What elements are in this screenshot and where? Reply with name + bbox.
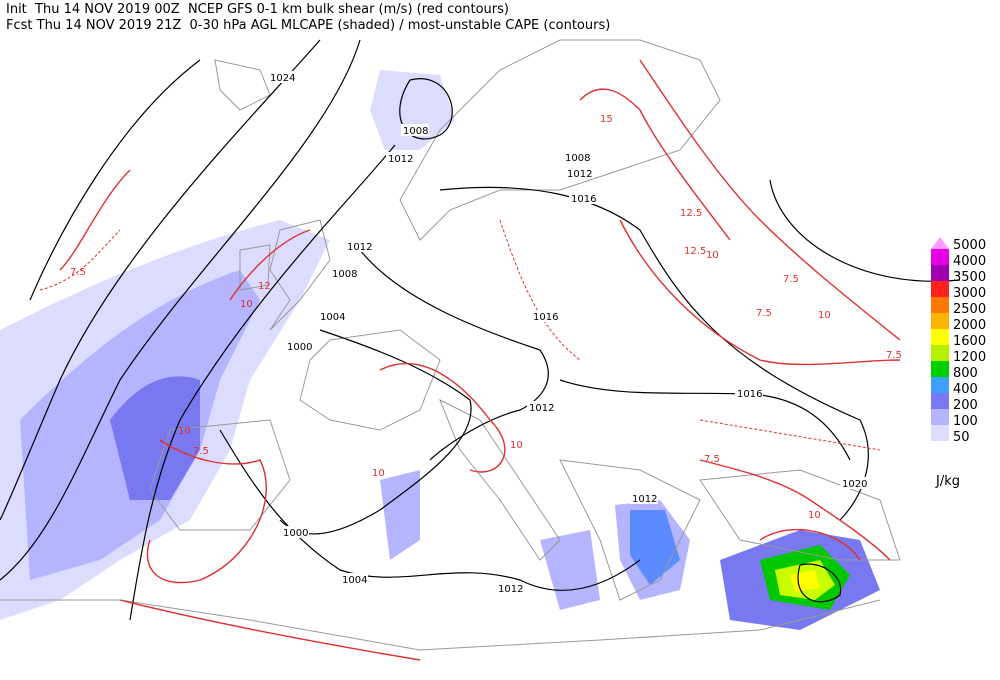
isobars bbox=[0, 39, 961, 621]
pressure-label: 1012 bbox=[632, 494, 657, 505]
label-bg bbox=[340, 573, 368, 585]
label-bg bbox=[563, 151, 591, 163]
pressure-label: 1020 bbox=[842, 479, 867, 490]
legend-unit: J/kg bbox=[935, 474, 960, 489]
shear-label: 10 bbox=[808, 510, 821, 521]
label-bg bbox=[285, 340, 313, 352]
legend-label: 4000 bbox=[953, 254, 986, 269]
legend-swatch bbox=[931, 377, 949, 393]
shear-label: 7.5 bbox=[886, 350, 902, 361]
legend-swatch bbox=[931, 425, 949, 441]
pressure-label: 1008 bbox=[403, 126, 428, 137]
shear-label: 15 bbox=[600, 114, 613, 125]
shear-label: 12.5 bbox=[684, 246, 706, 257]
shear-label: 10 bbox=[706, 250, 719, 261]
label-bg bbox=[565, 167, 593, 179]
legend-swatch bbox=[931, 265, 949, 281]
label-bg bbox=[345, 240, 373, 252]
legend-label: 3000 bbox=[953, 286, 986, 301]
shear-label: 12.5 bbox=[680, 208, 702, 219]
legend-arrow bbox=[931, 237, 949, 249]
pressure-label: 1012 bbox=[567, 169, 592, 180]
shear-label: 7.5 bbox=[756, 308, 772, 319]
pressure-label: 1016 bbox=[571, 194, 596, 205]
header-line-1: Init Thu 14 NOV 2019 00Z NCEP GFS 0-1 km… bbox=[6, 2, 509, 17]
shear-label: 10 bbox=[818, 310, 831, 321]
legend-swatch bbox=[931, 329, 949, 345]
legend-swatch bbox=[931, 313, 949, 329]
pressure-label: 1012 bbox=[498, 584, 523, 595]
legend: 5000400035003000250020001600120080040020… bbox=[931, 237, 986, 445]
legend-swatch bbox=[931, 345, 949, 361]
label-bg bbox=[630, 492, 658, 504]
legend-swatch bbox=[931, 393, 949, 409]
label-bg bbox=[840, 477, 868, 489]
shear-label: 10 bbox=[510, 440, 523, 451]
legend-swatch bbox=[931, 249, 949, 265]
pressure-label: 1004 bbox=[342, 575, 367, 586]
legend-label: 1200 bbox=[953, 350, 986, 365]
pressure-label: 1016 bbox=[737, 389, 762, 400]
shear-label: 7.5 bbox=[783, 274, 799, 285]
label-bg bbox=[330, 267, 358, 279]
label-bg bbox=[281, 526, 309, 538]
shear-contours bbox=[59, 59, 901, 661]
legend-label: 5000 bbox=[953, 238, 986, 253]
legend-swatch bbox=[931, 409, 949, 425]
label-bg bbox=[268, 71, 296, 83]
label-bg bbox=[735, 387, 763, 399]
header-line-2: Fcst Thu 14 NOV 2019 21Z 0-30 hPa AGL ML… bbox=[6, 18, 610, 33]
label-bg bbox=[496, 582, 524, 594]
shear-label: 7.5 bbox=[193, 446, 209, 457]
legend-label: 1600 bbox=[953, 334, 986, 349]
legend-label: 400 bbox=[953, 382, 978, 397]
shear-label: 10 bbox=[372, 468, 385, 479]
legend-swatch bbox=[931, 297, 949, 313]
pressure-label: 1008 bbox=[332, 269, 357, 280]
label-bg bbox=[527, 401, 555, 413]
label-bg bbox=[531, 310, 559, 322]
shear-label: 10 bbox=[178, 426, 191, 437]
legend-label: 3500 bbox=[953, 270, 986, 285]
label-bg bbox=[569, 192, 597, 204]
legend-swatch bbox=[931, 361, 949, 377]
legend-label: 50 bbox=[953, 430, 970, 445]
legend-label: 200 bbox=[953, 398, 978, 413]
label-bg bbox=[318, 310, 346, 322]
pressure-label: 1000 bbox=[283, 528, 308, 539]
legend-label: 2500 bbox=[953, 302, 986, 317]
legend-label: 800 bbox=[953, 366, 978, 381]
shear-label: 10 bbox=[240, 299, 253, 310]
pressure-label: 1004 bbox=[320, 312, 345, 323]
legend-label: 2000 bbox=[953, 318, 986, 333]
pressure-label: 1012 bbox=[388, 154, 413, 165]
pressure-label: 1000 bbox=[287, 342, 312, 353]
legend-swatch bbox=[931, 281, 949, 297]
shear-label: 7.5 bbox=[704, 454, 720, 465]
shear-label: 7.5 bbox=[70, 267, 86, 278]
pressure-label: 1008 bbox=[565, 153, 590, 164]
pressure-label: 1012 bbox=[347, 242, 372, 253]
label-bg bbox=[401, 124, 429, 136]
legend-label: 100 bbox=[953, 414, 978, 429]
pressure-label: 1012 bbox=[529, 403, 554, 414]
pressure-label: 1016 bbox=[533, 312, 558, 323]
shear-dashed bbox=[39, 219, 881, 451]
label-bg bbox=[386, 152, 414, 164]
shear-label: 12 bbox=[258, 281, 271, 292]
pressure-label: 1024 bbox=[270, 73, 295, 84]
